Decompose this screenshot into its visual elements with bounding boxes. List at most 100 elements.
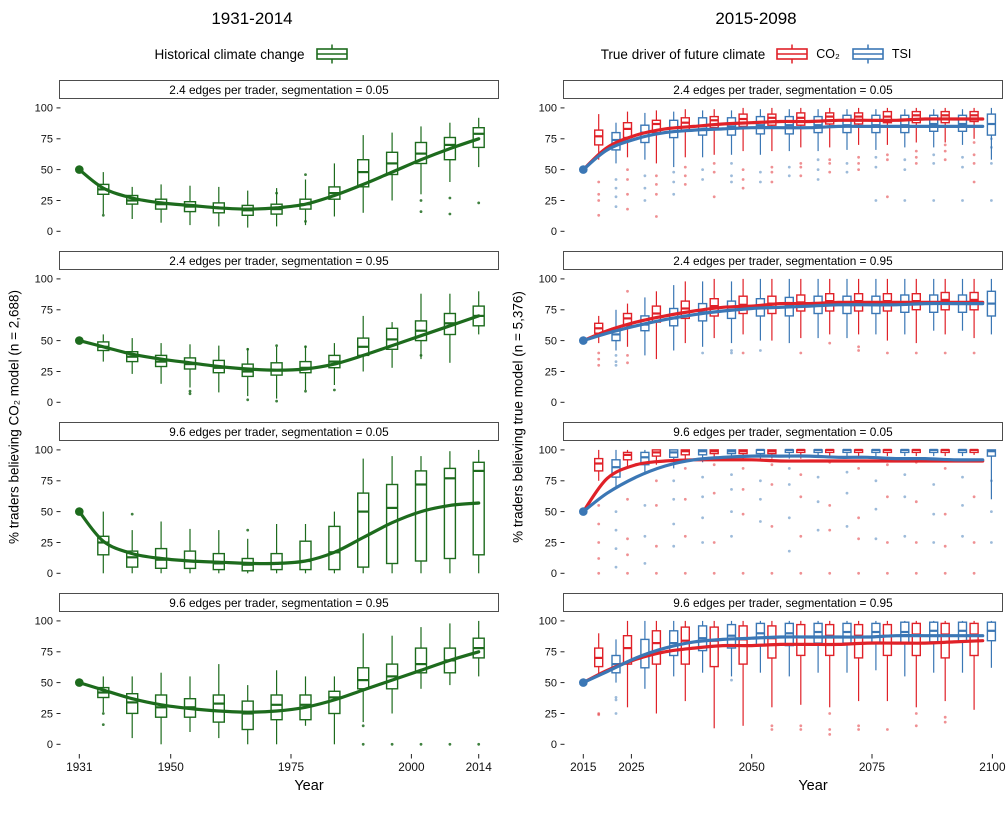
svg-text:2100: 2100 [979, 760, 1006, 774]
svg-text:2075: 2075 [859, 760, 886, 774]
plot-area-historical: % traders believing CO₂ model (n = 2,688… [0, 80, 504, 798]
svg-text:50: 50 [41, 677, 53, 689]
svg-text:1931: 1931 [66, 760, 92, 774]
y-axis-title-left: % traders believing CO₂ model (n = 2,688… [6, 290, 22, 544]
x-axis-ticks: 1931 1950 1975 2000 2014 [66, 754, 493, 774]
panel-plot: 0 25 50 75 100 [35, 445, 485, 580]
trend-line [77, 501, 481, 566]
plot-area-future: % traders believing true model (n = 5,37… [504, 80, 1008, 798]
legend-title: Historical climate change [154, 46, 305, 62]
svg-text:0: 0 [47, 397, 53, 409]
svg-text:0: 0 [551, 568, 557, 580]
svg-text:75: 75 [41, 134, 53, 146]
svg-text:25: 25 [545, 708, 557, 720]
svg-text:0: 0 [551, 397, 557, 409]
panel-plot: 0 25 50 75 100 [539, 445, 997, 580]
svg-text:50: 50 [545, 164, 557, 176]
trend-line [581, 639, 985, 685]
trend-line [77, 650, 481, 714]
panel-plot: 0 25 50 75 100 [35, 274, 485, 409]
start-point [75, 336, 84, 345]
svg-text:100: 100 [35, 445, 53, 457]
legend-historical: Historical climate change [0, 41, 504, 67]
facet-label: 2.4 edges per trader, segmentation = 0.9… [59, 251, 499, 270]
x-axis-right: 2015 2025 2050 2075 2100 [534, 754, 1008, 778]
legend-key-label: TSI [891, 47, 912, 61]
svg-text:2015: 2015 [570, 760, 597, 774]
trend-line [77, 137, 481, 211]
svg-text:25: 25 [545, 537, 557, 549]
trend-line [581, 124, 985, 172]
start-point [579, 336, 588, 345]
panel-plot: 0 25 50 75 100 [539, 616, 997, 751]
svg-text:100: 100 [539, 616, 557, 628]
svg-text:25: 25 [41, 708, 53, 720]
svg-text:75: 75 [545, 305, 557, 317]
svg-text:25: 25 [41, 537, 53, 549]
legend-key-co2: CO₂ [774, 44, 840, 64]
svg-text:0: 0 [551, 739, 557, 751]
svg-text:75: 75 [41, 476, 53, 488]
svg-text:100: 100 [539, 274, 557, 286]
start-point [75, 507, 84, 516]
start-point [579, 678, 588, 687]
facet-label: 2.4 edges per trader, segmentation = 0.9… [563, 251, 1003, 270]
svg-text:2025: 2025 [618, 760, 645, 774]
trend-line [77, 314, 481, 372]
svg-text:2000: 2000 [398, 760, 425, 774]
svg-text:100: 100 [539, 445, 557, 457]
legend-key-historical [314, 44, 350, 64]
start-point [579, 507, 588, 516]
svg-text:0: 0 [47, 226, 53, 238]
start-point [579, 165, 588, 174]
legend-future: True driver of future climate CO₂ TSI [504, 41, 1008, 67]
svg-text:75: 75 [41, 647, 53, 659]
svg-text:75: 75 [545, 476, 557, 488]
panel-plot: 0 25 50 75 100 [35, 616, 485, 751]
svg-text:25: 25 [41, 195, 53, 207]
svg-text:50: 50 [41, 335, 53, 347]
start-point [75, 165, 84, 174]
svg-text:50: 50 [545, 677, 557, 689]
svg-text:50: 50 [545, 335, 557, 347]
legend-key-label: CO₂ [816, 47, 840, 61]
column-historical: 1931-2014 Historical climate change % tr… [0, 0, 504, 798]
x-axis-title-right: Year [798, 778, 828, 794]
svg-text:50: 50 [545, 506, 557, 518]
panel-plot: 0 25 50 75 100 [35, 103, 485, 238]
figure: 1931-2014 Historical climate change % tr… [0, 0, 1008, 798]
x-axis-ticks: 2015 2025 2050 2075 2100 [570, 754, 1006, 774]
facet-panels: 2.4 edges per trader, segmentation = 0.0… [534, 80, 1008, 754]
svg-text:100: 100 [35, 103, 53, 115]
svg-text:100: 100 [35, 274, 53, 286]
svg-text:1975: 1975 [278, 760, 305, 774]
trend-line [581, 634, 985, 685]
panel-plot: 0 25 50 75 100 [539, 103, 997, 238]
svg-text:2014: 2014 [466, 760, 493, 774]
legend-keys: CO₂ TSI [774, 44, 911, 64]
facet-label: 9.6 edges per trader, segmentation = 0.0… [563, 422, 1003, 441]
boxplot-key-icon [852, 44, 884, 64]
svg-text:100: 100 [539, 103, 557, 115]
legend-title: True driver of future climate [600, 46, 766, 62]
svg-text:75: 75 [41, 305, 53, 317]
legend-keys [314, 44, 350, 64]
column-future: 2015-2098 True driver of future climate … [504, 0, 1008, 798]
x-axis-left: 1931 1950 1975 2000 2014 [30, 754, 504, 778]
facet-label: 9.6 edges per trader, segmentation = 0.9… [563, 593, 1003, 612]
svg-text:50: 50 [41, 506, 53, 518]
start-point [75, 678, 84, 687]
y-axis-title-right: % traders believing true model (n = 5,37… [510, 291, 526, 543]
svg-text:2050: 2050 [739, 760, 766, 774]
svg-text:1950: 1950 [158, 760, 185, 774]
trend-line [581, 301, 985, 343]
column-title-left: 1931-2014 [211, 9, 293, 28]
svg-text:0: 0 [47, 568, 53, 580]
svg-text:25: 25 [545, 366, 557, 378]
column-title-right: 2015-2098 [715, 9, 797, 28]
svg-text:75: 75 [545, 134, 557, 146]
facet-panels: 2.4 edges per trader, segmentation = 0.0… [30, 80, 504, 754]
facet-label: 2.4 edges per trader, segmentation = 0.0… [59, 80, 499, 99]
facet-label: 2.4 edges per trader, segmentation = 0.0… [563, 80, 1003, 99]
svg-text:50: 50 [41, 164, 53, 176]
